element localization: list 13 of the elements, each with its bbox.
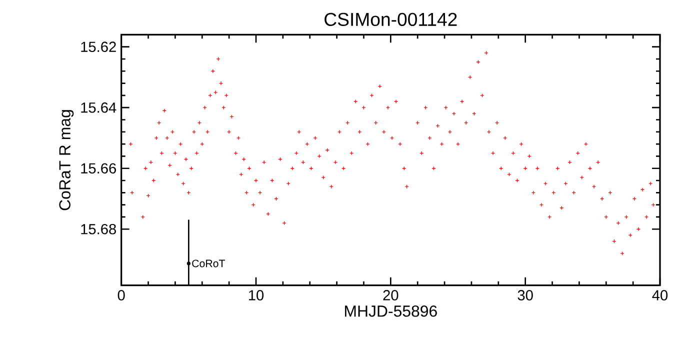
x-axis-title: MHJD-55896 <box>345 306 437 317</box>
x-tick-label: 0 <box>118 290 125 300</box>
y-tick-label: 15.62 <box>81 42 116 52</box>
x-tick-label: 20 <box>383 290 398 300</box>
y-tick-label: 15.66 <box>81 163 116 174</box>
chart-title: CSIMon-001142 <box>324 12 457 26</box>
y-tick-label: 15.68 <box>81 224 116 234</box>
y-tick-label: 15.64 <box>81 102 116 113</box>
series-label: CoRoT <box>192 260 225 268</box>
x-tick-label: 40 <box>652 290 668 300</box>
x-tick-label: 10 <box>248 290 264 300</box>
y-axis-title: CoRaT R mag <box>59 110 74 210</box>
x-tick-label: 30 <box>518 290 533 300</box>
